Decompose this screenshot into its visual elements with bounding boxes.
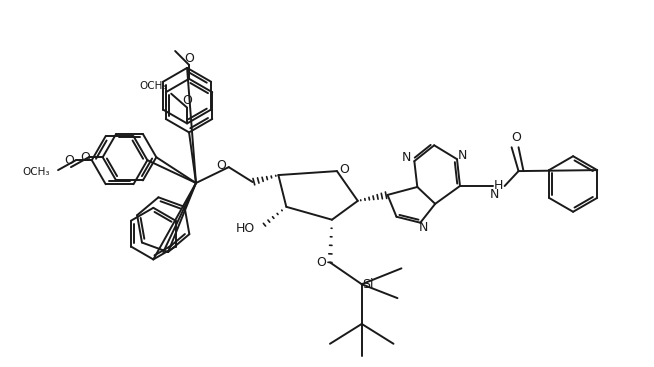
Text: H: H xyxy=(494,179,504,192)
Text: OCH₃: OCH₃ xyxy=(23,167,50,177)
Text: N: N xyxy=(402,151,411,164)
Text: O: O xyxy=(339,163,349,176)
Text: N: N xyxy=(490,188,500,201)
Text: O: O xyxy=(316,256,326,269)
Text: O: O xyxy=(511,131,521,144)
Text: OCH₃: OCH₃ xyxy=(140,81,167,91)
Text: O: O xyxy=(184,52,194,65)
Text: O: O xyxy=(216,159,226,172)
Text: N: N xyxy=(457,149,467,162)
Text: Si: Si xyxy=(362,278,373,291)
Text: O: O xyxy=(64,154,74,167)
Text: N: N xyxy=(419,221,428,234)
Text: O: O xyxy=(182,94,192,107)
Text: O: O xyxy=(80,151,90,164)
Text: HO: HO xyxy=(235,222,254,235)
